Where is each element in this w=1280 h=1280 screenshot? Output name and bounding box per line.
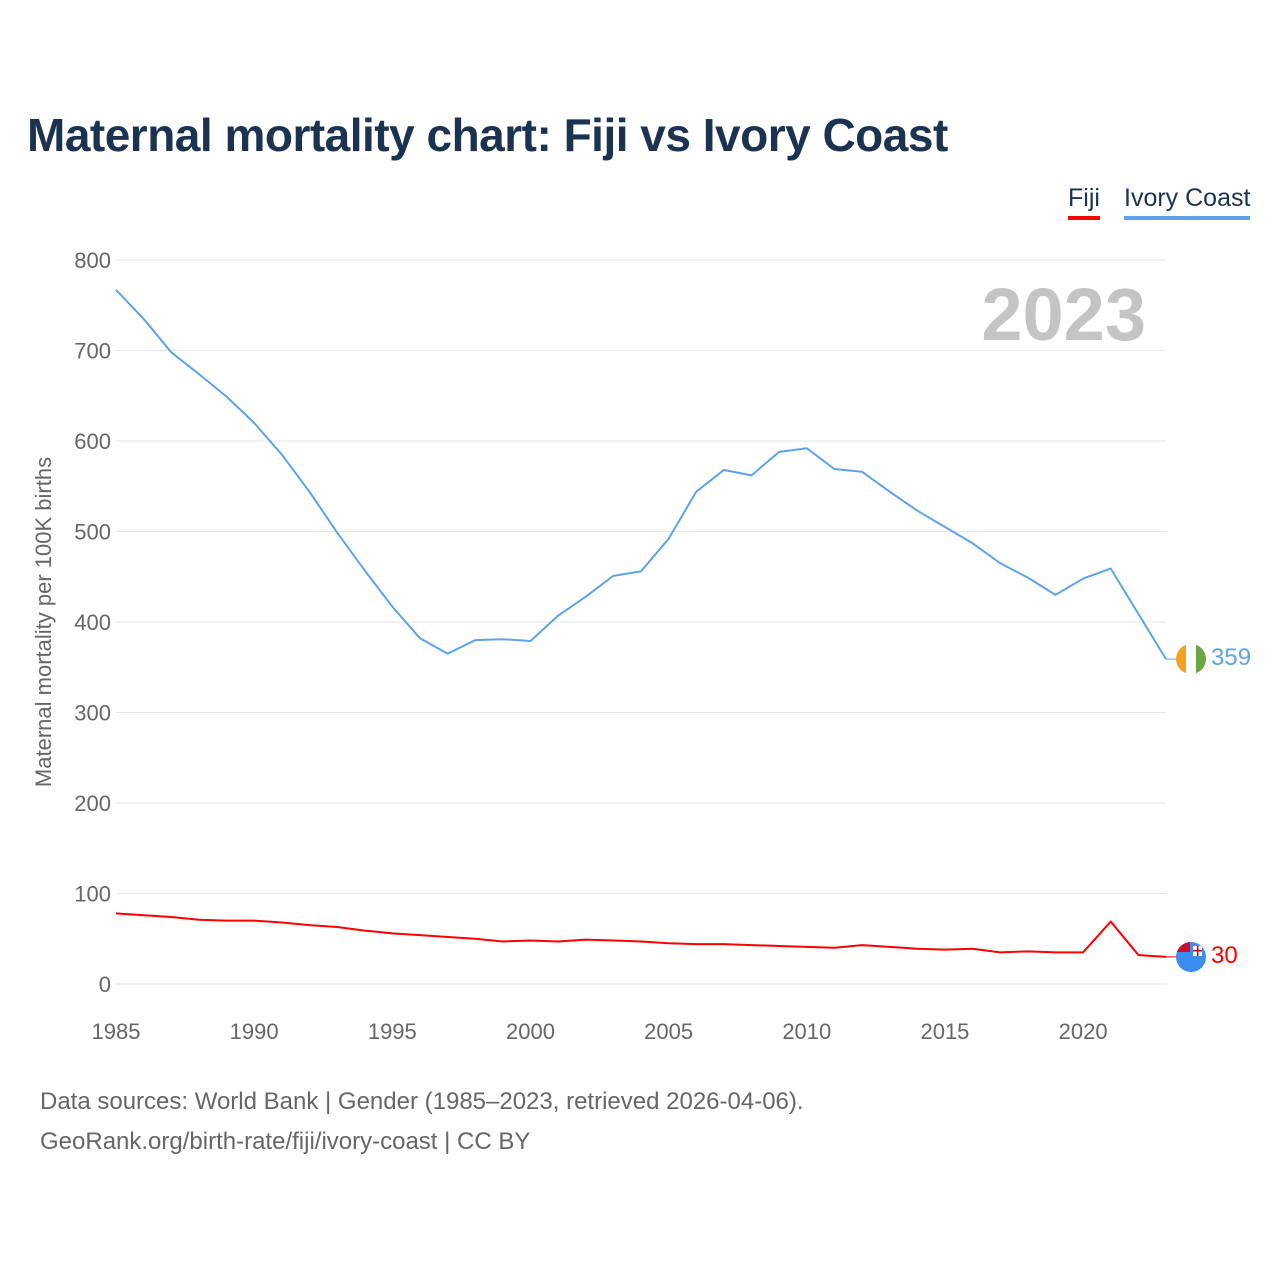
y-tick-label: 100 (74, 882, 111, 907)
legend-ivory-coast[interactable]: Ivory Coast (1124, 184, 1251, 220)
y-tick-label: 700 (74, 339, 111, 364)
x-tick-label: 1985 (92, 1019, 141, 1044)
fiji-end-label: 30 (1211, 942, 1238, 969)
series-line-fiji (115, 912, 1167, 958)
y-tick-label: 600 (74, 429, 111, 454)
x-tick-label: 2015 (920, 1019, 969, 1044)
x-tick-label: 1990 (230, 1019, 279, 1044)
legend-fiji[interactable]: Fiji (1068, 184, 1100, 220)
y-tick-label: 800 (74, 248, 111, 273)
y-tick-label: 200 (74, 791, 111, 816)
y-axis-label: Maternal mortality per 100K births (31, 457, 56, 787)
fiji-flag-icon (1176, 942, 1206, 972)
y-tick-label: 400 (74, 610, 111, 635)
y-tick-label: 0 (99, 972, 111, 997)
year-watermark: 2023 (981, 273, 1146, 356)
x-tick-label: 1995 (368, 1019, 417, 1044)
y-tick-label: 300 (74, 701, 111, 726)
x-tick-label: 2010 (782, 1019, 831, 1044)
ivory-coast-flag-icon (1176, 644, 1206, 674)
source-text: Data sources: World Bank | Gender (1985–… (40, 1088, 804, 1115)
x-tick-label: 2000 (506, 1019, 555, 1044)
attribution-text: GeoRank.org/birth-rate/fiji/ivory-coast … (40, 1128, 531, 1155)
y-tick-label: 500 (74, 520, 111, 545)
x-tick-label: 2020 (1059, 1019, 1108, 1044)
x-tick-label: 2005 (644, 1019, 693, 1044)
chart-title: Maternal mortality chart: Fiji vs Ivory … (27, 109, 948, 161)
ivory-coast-end-label: 359 (1211, 644, 1251, 671)
